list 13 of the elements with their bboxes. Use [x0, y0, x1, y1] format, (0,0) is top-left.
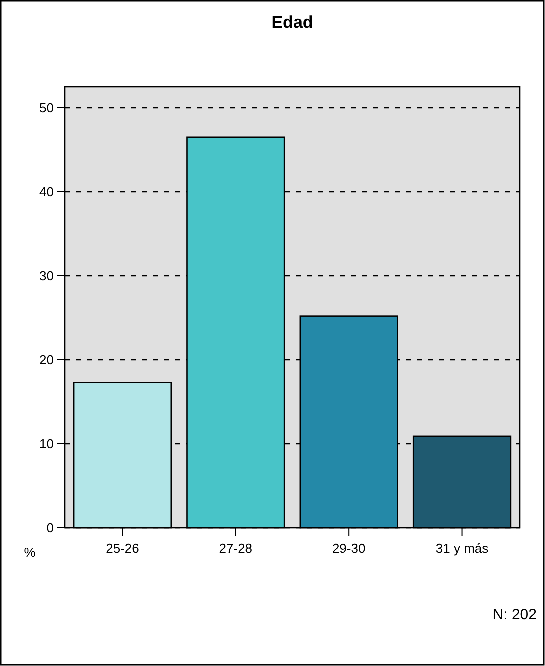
y-tick-label: 20 [40, 352, 54, 368]
y-tick-label: 10 [40, 436, 54, 452]
chart-title: Edad [272, 13, 314, 32]
x-tick-label: 29-30 [332, 541, 366, 556]
text: N: 202 [492, 606, 537, 624]
y-tick-label: 0 [46, 520, 54, 536]
y-tick-label: 40 [40, 184, 54, 200]
x-tick-label: 27-28 [219, 541, 253, 556]
y-tick-label: 50 [40, 100, 54, 116]
y-axis-title: % [24, 545, 36, 560]
y-tick-label: 30 [40, 268, 54, 284]
x-tick-label: 25-26 [106, 541, 140, 556]
x-tick-label: 31 y más [436, 541, 490, 556]
